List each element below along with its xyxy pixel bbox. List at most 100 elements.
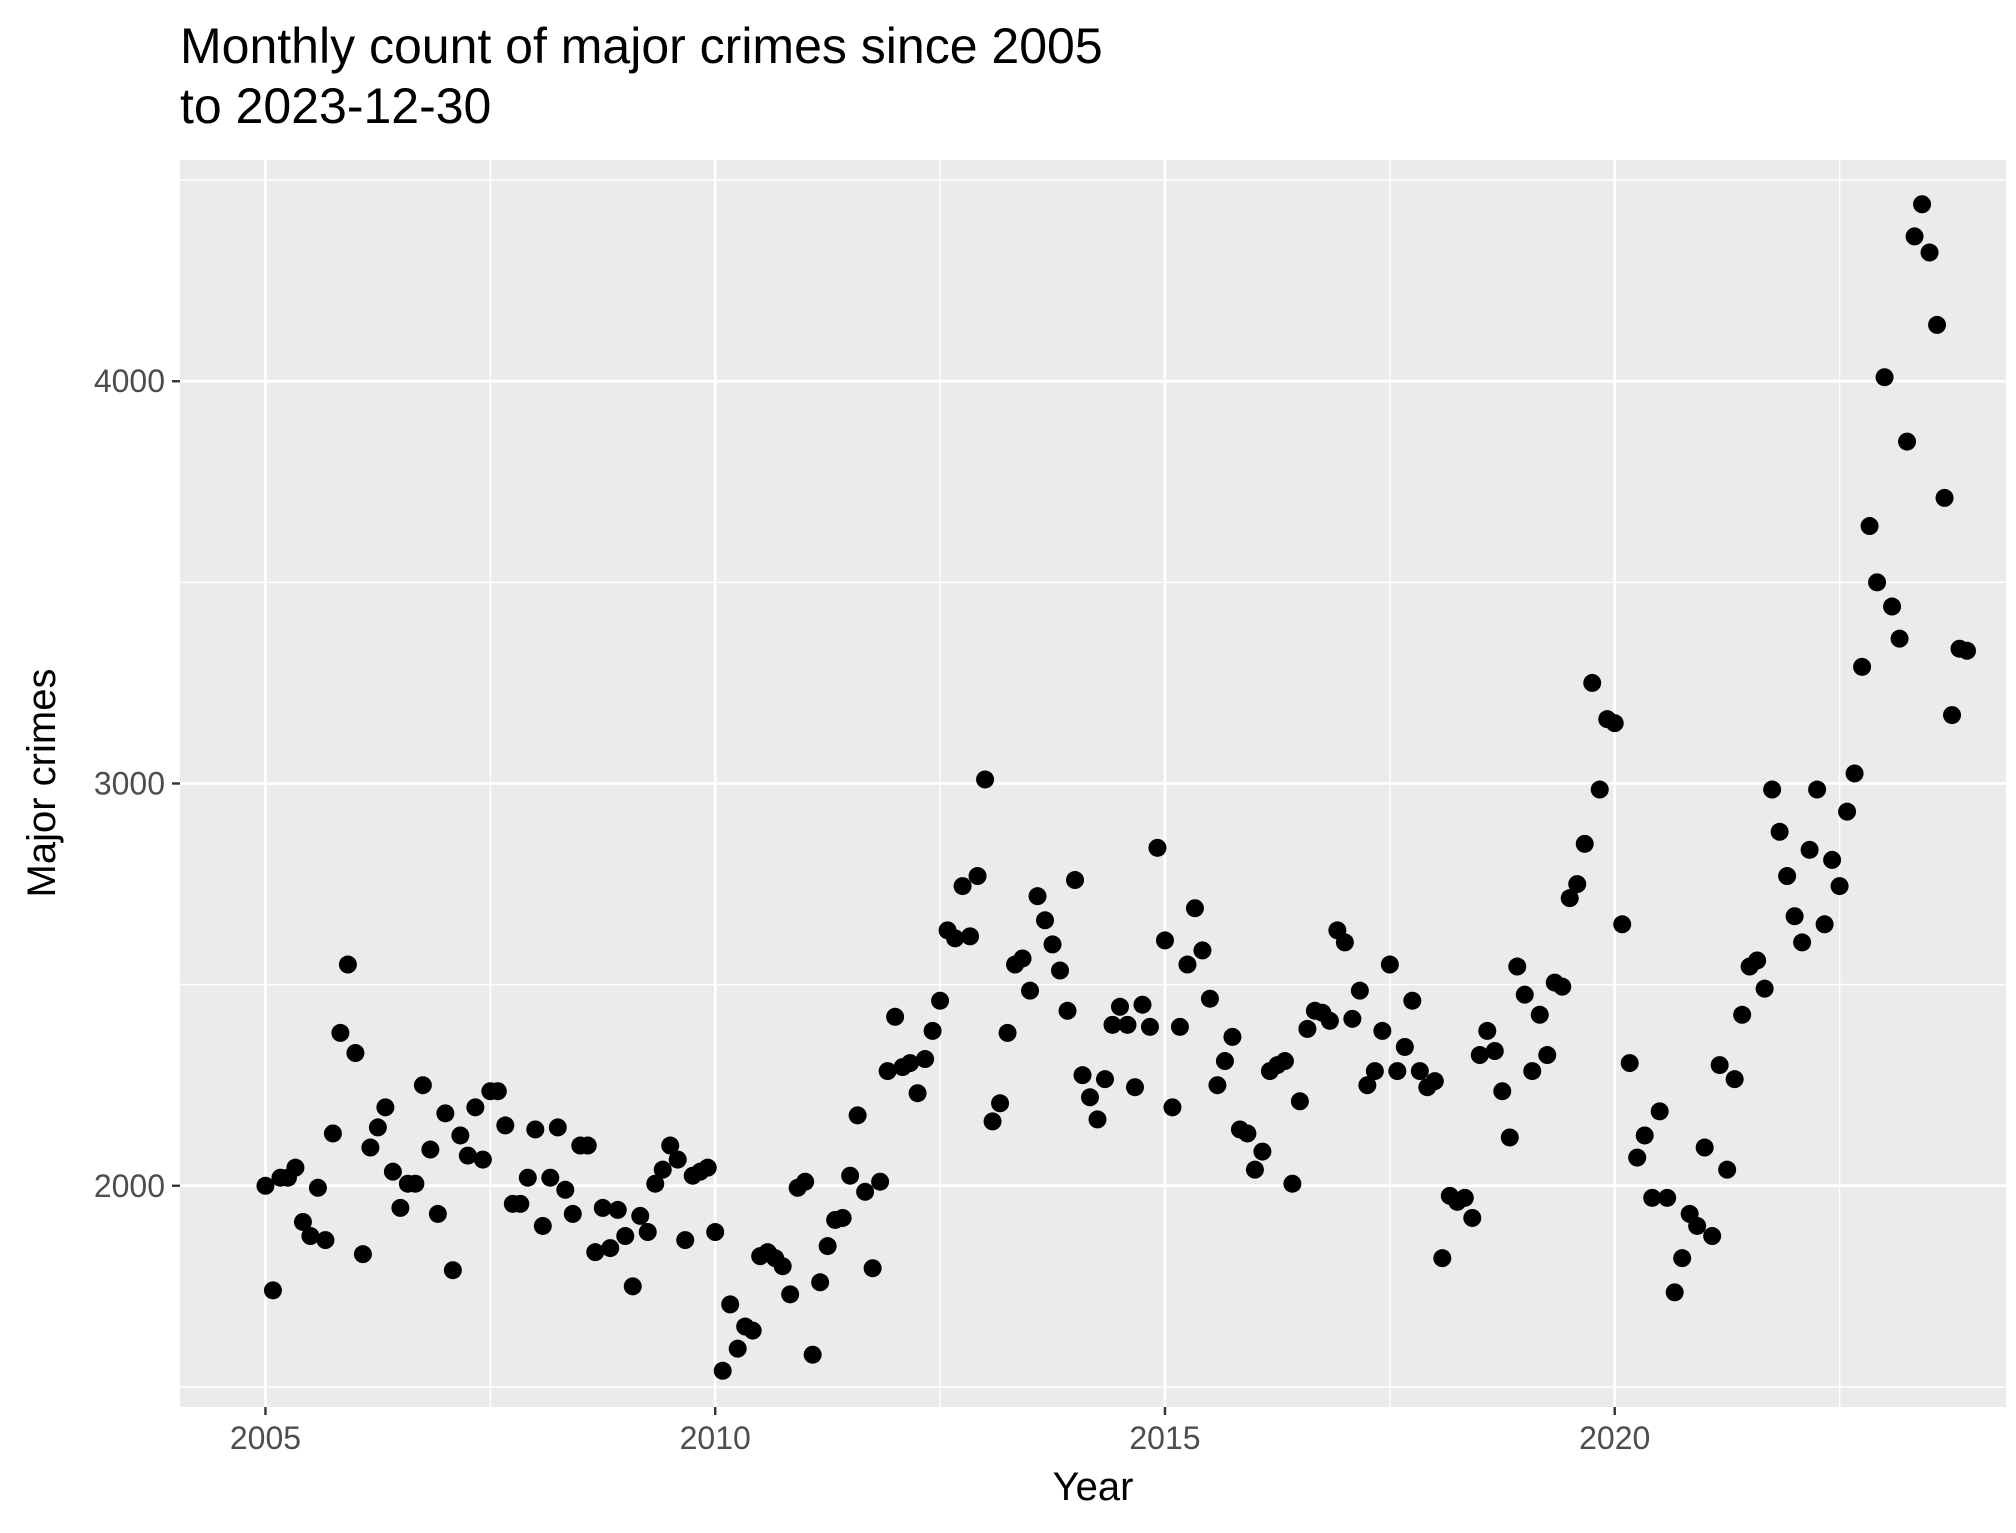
data-point bbox=[923, 1021, 942, 1040]
data-point bbox=[1860, 517, 1879, 536]
data-point bbox=[1223, 1027, 1242, 1046]
data-point bbox=[1170, 1017, 1189, 1036]
data-point bbox=[1028, 887, 1047, 906]
data-point bbox=[1718, 1160, 1737, 1179]
data-point bbox=[1770, 822, 1789, 841]
data-point bbox=[1583, 673, 1602, 692]
data-point bbox=[1395, 1037, 1414, 1056]
data-point bbox=[1343, 1009, 1362, 1028]
data-point bbox=[1875, 368, 1894, 387]
data-point bbox=[428, 1204, 447, 1223]
data-point bbox=[1890, 629, 1909, 648]
data-point bbox=[1868, 573, 1887, 592]
data-point bbox=[818, 1237, 837, 1256]
data-point bbox=[1463, 1208, 1482, 1227]
data-point bbox=[668, 1150, 687, 1169]
data-point bbox=[1808, 780, 1827, 799]
data-point bbox=[1365, 1062, 1384, 1081]
data-point bbox=[376, 1098, 395, 1117]
data-point bbox=[1140, 1017, 1159, 1036]
data-point bbox=[1425, 1072, 1444, 1091]
data-point bbox=[1748, 951, 1767, 970]
y-tick-label: 4000 bbox=[94, 363, 165, 399]
data-point bbox=[743, 1321, 762, 1340]
data-point bbox=[1193, 941, 1212, 960]
data-point bbox=[1635, 1126, 1654, 1145]
x-tick-label: 2010 bbox=[680, 1420, 751, 1456]
data-point bbox=[713, 1361, 732, 1380]
data-point bbox=[1433, 1249, 1452, 1268]
data-point bbox=[1710, 1056, 1729, 1075]
chart-title-line-2: to 2023-12-30 bbox=[180, 78, 492, 134]
data-point bbox=[556, 1180, 575, 1199]
data-point bbox=[1095, 1070, 1114, 1089]
data-point bbox=[256, 1176, 275, 1195]
data-point bbox=[848, 1106, 867, 1125]
data-point bbox=[953, 877, 972, 896]
data-point bbox=[316, 1231, 335, 1250]
data-point bbox=[1200, 989, 1219, 1008]
data-point bbox=[1215, 1052, 1234, 1071]
data-point bbox=[1830, 877, 1849, 896]
data-point bbox=[578, 1136, 597, 1155]
data-point bbox=[1290, 1092, 1309, 1111]
data-point bbox=[623, 1277, 642, 1296]
data-point bbox=[533, 1216, 552, 1235]
data-point bbox=[353, 1245, 372, 1264]
data-point bbox=[1515, 985, 1534, 1004]
data-point bbox=[1493, 1082, 1512, 1101]
data-point bbox=[661, 1136, 680, 1155]
data-point bbox=[526, 1120, 545, 1139]
data-point bbox=[1208, 1076, 1227, 1095]
data-point bbox=[1883, 597, 1902, 616]
data-point bbox=[496, 1116, 515, 1135]
data-point bbox=[1793, 933, 1812, 952]
data-point bbox=[323, 1124, 342, 1143]
data-point bbox=[1051, 961, 1070, 980]
data-point bbox=[1643, 1188, 1662, 1207]
data-point bbox=[1373, 1021, 1392, 1040]
data-point bbox=[1036, 911, 1055, 930]
data-point bbox=[466, 1098, 485, 1117]
data-point bbox=[436, 1104, 455, 1123]
data-point bbox=[991, 1094, 1010, 1113]
y-tick-labels: 2000 3000 4000 bbox=[94, 363, 165, 1204]
data-point bbox=[1283, 1174, 1302, 1193]
data-point bbox=[601, 1239, 620, 1258]
data-point bbox=[1763, 780, 1782, 799]
data-point bbox=[916, 1050, 935, 1069]
data-point bbox=[1118, 1015, 1137, 1034]
x-tick-labels: 2005 2010 2015 2020 bbox=[230, 1420, 1650, 1456]
data-point bbox=[338, 955, 357, 974]
data-point bbox=[1575, 834, 1594, 853]
data-point bbox=[1778, 867, 1797, 886]
data-point bbox=[1103, 1015, 1122, 1034]
data-point bbox=[383, 1162, 402, 1181]
data-point bbox=[331, 1023, 350, 1042]
data-point bbox=[1845, 764, 1864, 783]
data-point bbox=[608, 1200, 627, 1219]
data-point bbox=[1905, 227, 1924, 246]
data-point bbox=[878, 1062, 897, 1081]
data-point bbox=[841, 1166, 860, 1185]
data-point bbox=[1568, 875, 1587, 894]
data-point bbox=[1620, 1054, 1639, 1073]
data-point bbox=[586, 1243, 605, 1262]
data-point bbox=[976, 770, 995, 789]
data-point bbox=[1530, 1005, 1549, 1024]
data-point bbox=[1628, 1148, 1647, 1167]
data-point bbox=[1110, 997, 1129, 1016]
data-point bbox=[1553, 977, 1572, 996]
data-point bbox=[1013, 949, 1032, 968]
data-point bbox=[593, 1198, 612, 1217]
data-point bbox=[293, 1212, 312, 1231]
data-point bbox=[1605, 714, 1624, 733]
data-point bbox=[931, 991, 950, 1010]
data-point bbox=[1733, 1005, 1752, 1024]
data-point bbox=[721, 1295, 740, 1314]
data-point bbox=[488, 1082, 507, 1101]
data-point bbox=[1755, 979, 1774, 998]
data-point bbox=[961, 927, 980, 946]
data-point bbox=[773, 1257, 792, 1276]
